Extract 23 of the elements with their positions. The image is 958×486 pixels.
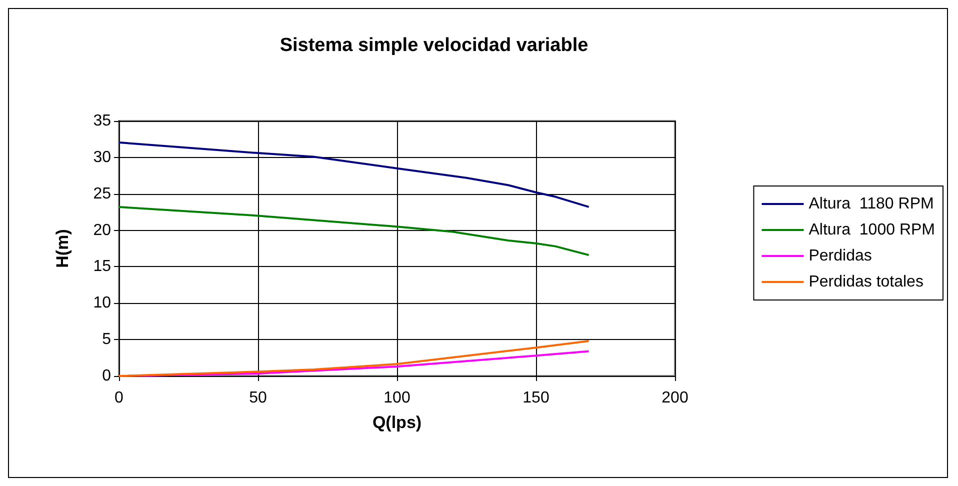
y-tick-label: 25	[93, 185, 112, 202]
x-tick-label: 200	[662, 390, 688, 406]
legend-label: Perdidas totales	[808, 274, 924, 290]
y-tick-label: 5	[102, 331, 112, 348]
legend-label: Altura 1180 RPM	[808, 196, 934, 212]
y-tick-label: 0	[102, 368, 112, 384]
y-tick-label: 10	[93, 294, 112, 312]
line-series	[118, 340, 590, 377]
y-tick-label: 15	[93, 258, 112, 276]
y-tick-label: 20	[93, 222, 112, 239]
line-series	[118, 141, 590, 208]
y-tick-label: 30	[93, 148, 112, 166]
x-tick-label: 0	[114, 390, 124, 406]
legend-label: Perdidas	[808, 248, 872, 264]
y-tick-label: 35	[93, 112, 112, 130]
x-tick-label: 50	[249, 390, 267, 406]
legend-label: Altura 1000 RPM	[808, 222, 935, 238]
line-series	[118, 206, 590, 256]
y-axis-title: H(m)	[53, 229, 72, 268]
x-tick-label: 150	[522, 390, 550, 406]
x-tick-label: 100	[384, 390, 410, 406]
x-axis-title: Q(lps)	[372, 413, 422, 432]
chart-title: Sistema simple velocidad variable	[280, 35, 588, 56]
